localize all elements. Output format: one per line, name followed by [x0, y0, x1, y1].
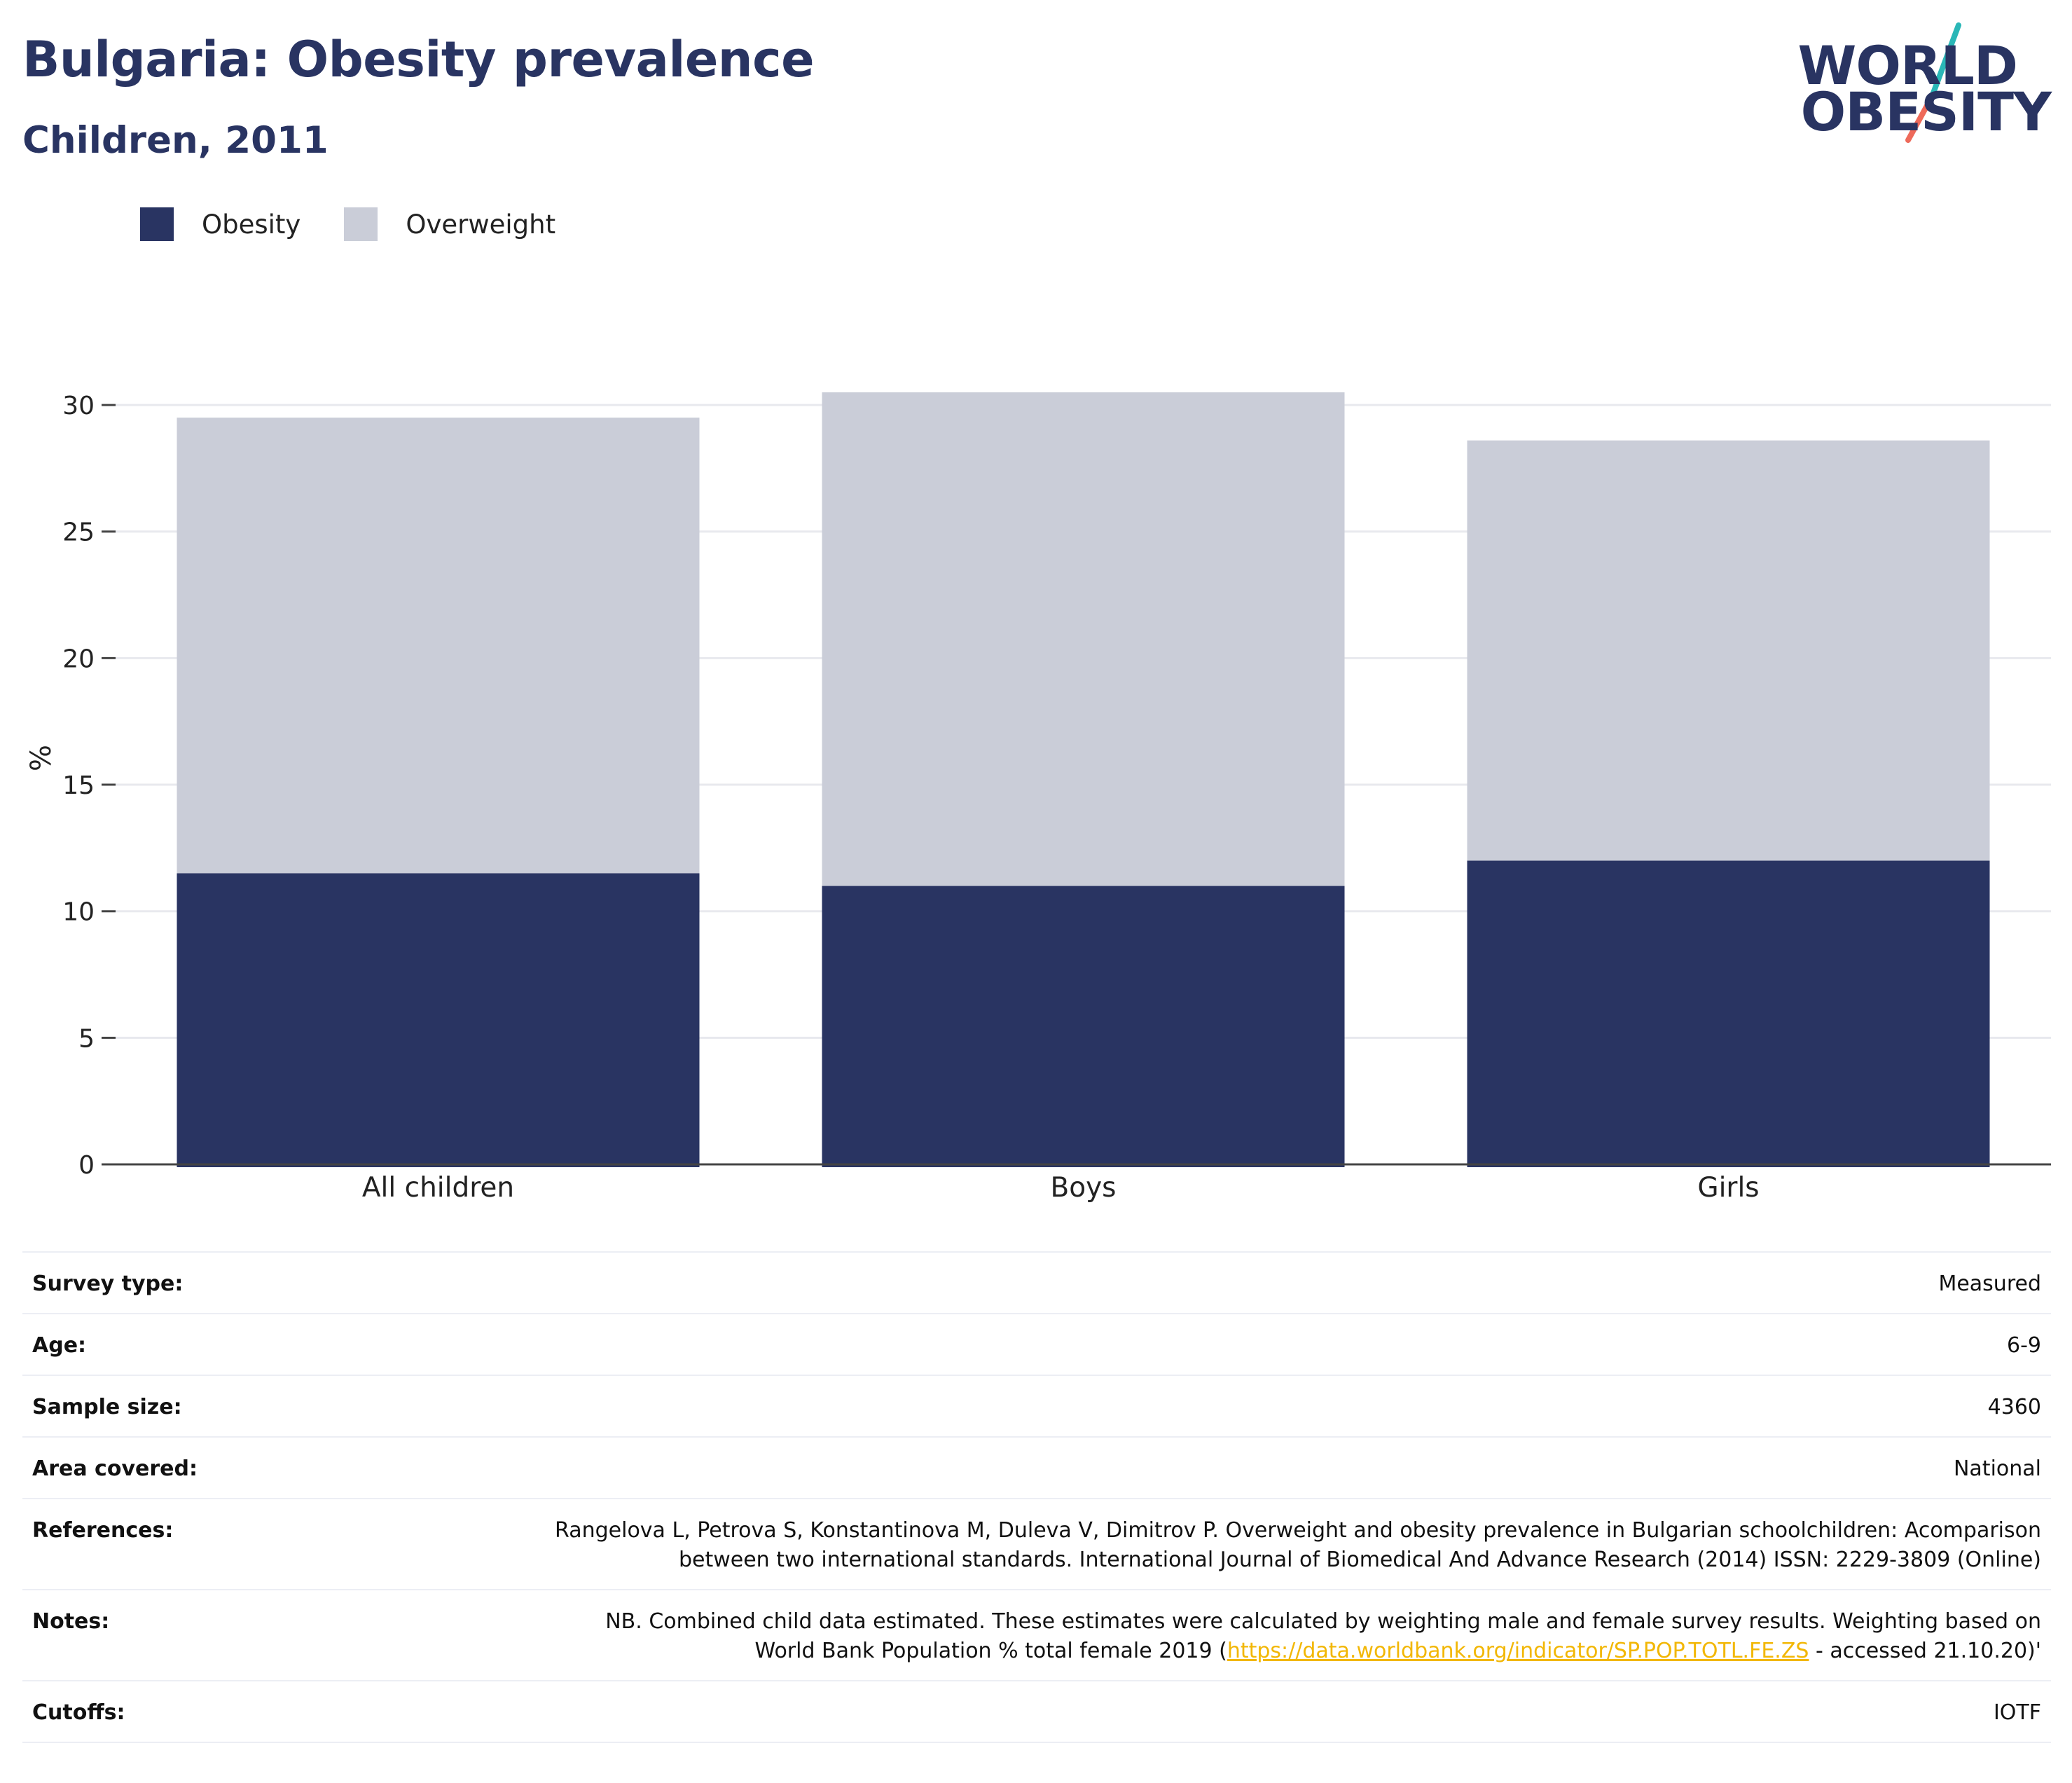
sample-size-value: 4360 — [532, 1375, 2051, 1438]
y-tick-label: 30 — [62, 392, 95, 420]
y-tick-label: 20 — [62, 645, 95, 673]
survey-type-label: Survey type: — [22, 1251, 532, 1314]
sample-size-label: Sample size: — [22, 1375, 532, 1438]
legend-swatch-obesity — [140, 207, 174, 241]
bar-overweight-all-children[interactable] — [177, 418, 700, 874]
y-tick-label: 25 — [62, 518, 95, 547]
logo-text-obesity: OBESITY — [1800, 81, 2052, 143]
notes-text-after: - accessed 21.10.20)' — [1809, 1639, 2041, 1663]
bars — [177, 392, 1990, 1167]
x-tick-label: Boys — [1050, 1172, 1116, 1204]
table-row: Area covered: National — [22, 1437, 2051, 1499]
survey-type-value: Measured — [532, 1251, 2051, 1314]
notes-worldbank-link[interactable]: https://data.worldbank.org/indicator/SP.… — [1227, 1639, 1809, 1663]
legend-item-obesity[interactable]: Obesity — [140, 207, 301, 241]
y-tick-label: 10 — [62, 898, 95, 927]
legend-swatch-overweight — [344, 207, 378, 241]
references-label: References: — [22, 1499, 532, 1590]
page-subtitle: Children, 2011 — [22, 119, 329, 162]
table-row: Age: 6-9 — [22, 1314, 2051, 1376]
notes-text-before: NB. Combined child data estimated. These… — [605, 1609, 2041, 1663]
world-obesity-logo: WORLD OBESITY — [1798, 14, 2059, 154]
table-row: Sample size: 4360 — [22, 1375, 2051, 1438]
cutoffs-label: Cutoffs: — [22, 1681, 532, 1743]
y-tick-label: 5 — [78, 1024, 95, 1053]
cutoffs-value: IOTF — [532, 1681, 2051, 1743]
legend-label-overweight: Overweight — [406, 209, 556, 240]
table-row: Cutoffs: IOTF — [22, 1681, 2051, 1743]
x-tick-label: Girls — [1697, 1172, 1759, 1204]
stacked-bar-chart: 0 5 10 15 20 25 30 All children Boys Girls % — [25, 392, 2051, 1204]
bar-obesity-all-children[interactable] — [177, 873, 700, 1167]
bar-overweight-boys[interactable] — [822, 392, 1345, 886]
age-value: 6-9 — [532, 1314, 2051, 1376]
bar-obesity-girls[interactable] — [1467, 860, 1990, 1167]
legend-item-overweight[interactable]: Overweight — [344, 207, 555, 241]
y-axis-label: % — [25, 745, 57, 771]
area-covered-value: National — [532, 1437, 2051, 1499]
chart-legend: Obesity Overweight — [140, 207, 599, 241]
table-row: Survey type: Measured — [22, 1251, 2051, 1314]
area-covered-label: Area covered: — [22, 1437, 532, 1499]
x-tick-labels: All children Boys Girls — [362, 1172, 1760, 1204]
y-tick-label: 0 — [78, 1151, 95, 1180]
page-title: Bulgaria: Obesity prevalence — [22, 31, 815, 88]
logo-text-world: WORLD — [1797, 34, 2018, 97]
x-tick-label: All children — [362, 1172, 514, 1204]
bar-obesity-boys[interactable] — [822, 886, 1345, 1167]
survey-details-table: Survey type: Measured Age: 6-9 Sample si… — [22, 1251, 2051, 1743]
notes-label: Notes: — [22, 1590, 532, 1681]
references-value: Rangelova L, Petrova S, Konstantinova M,… — [532, 1499, 2051, 1590]
bar-overweight-girls[interactable] — [1467, 440, 1990, 861]
age-label: Age: — [22, 1314, 532, 1376]
notes-value: NB. Combined child data estimated. These… — [532, 1590, 2051, 1681]
y-tick-labels: 0 5 10 15 20 25 30 — [62, 392, 116, 1180]
legend-label-obesity: Obesity — [202, 209, 301, 240]
y-tick-label: 15 — [62, 771, 95, 800]
logo-slash-icon — [1905, 22, 1961, 143]
table-row: Notes: NB. Combined child data estimated… — [22, 1590, 2051, 1681]
table-row: References: Rangelova L, Petrova S, Kons… — [22, 1499, 2051, 1590]
